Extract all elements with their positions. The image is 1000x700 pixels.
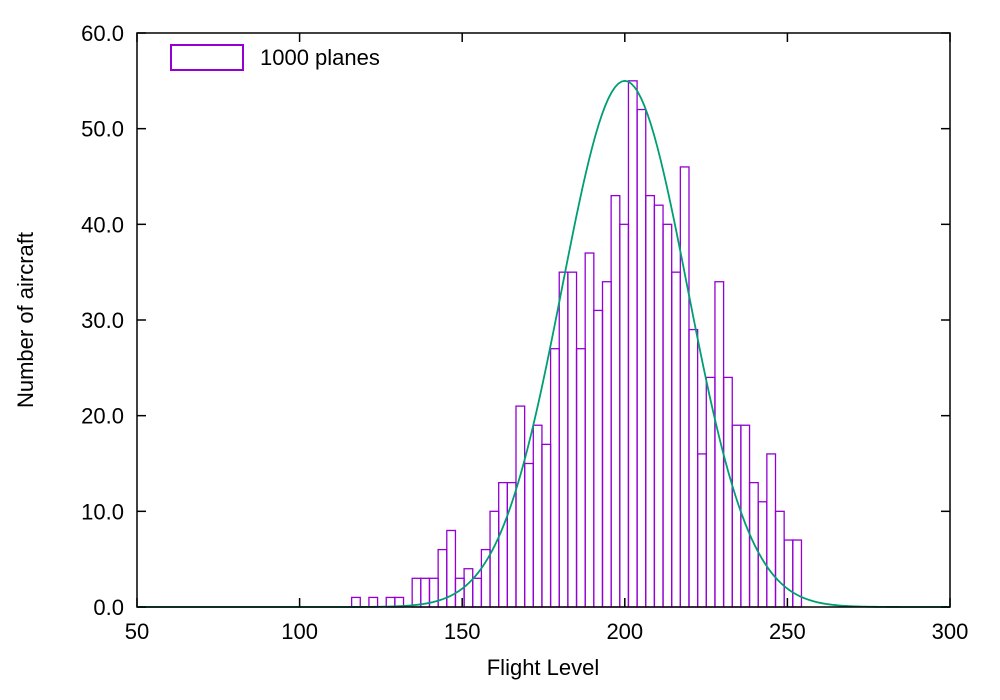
histogram-bars <box>350 80 803 608</box>
gaussian-curve <box>137 79 950 608</box>
histogram-bar <box>731 424 742 608</box>
histogram-bar <box>549 348 560 608</box>
histogram-bar <box>783 539 794 608</box>
legend-box-swatch <box>170 44 244 71</box>
histogram-bar <box>593 309 604 608</box>
histogram-bar <box>766 453 777 608</box>
legend-label: 1000 planes <box>260 44 380 70</box>
x-tick-label: 50 <box>125 619 149 644</box>
histogram-bar <box>472 577 483 608</box>
histogram-bar <box>774 510 785 608</box>
histogram-bar <box>463 568 474 608</box>
histogram-bar <box>627 80 638 608</box>
histogram-bar <box>610 194 621 608</box>
histogram-bar <box>696 453 707 608</box>
x-tick-label: 300 <box>932 619 969 644</box>
histogram-bar <box>368 596 379 608</box>
histogram-bar <box>515 405 526 608</box>
histogram-bar <box>688 328 699 608</box>
y-tick-label: 30.0 <box>81 308 124 333</box>
histogram-bar <box>671 271 681 608</box>
y-axis-label: Number of aircraft <box>13 231 38 409</box>
histogram-bar <box>584 252 595 608</box>
legend: 1000 planes <box>170 44 380 71</box>
x-tick-label: 250 <box>769 619 806 644</box>
histogram-bar <box>411 577 422 608</box>
x-tick-label: 150 <box>444 619 481 644</box>
histogram-bar <box>653 204 664 608</box>
histogram-bar <box>722 376 733 608</box>
histogram-bar <box>541 443 552 608</box>
histogram-bar <box>567 271 578 608</box>
histogram-bar <box>558 271 569 608</box>
y-tick-label: 50.0 <box>81 117 124 142</box>
histogram-bar <box>662 223 673 608</box>
histogram-bar <box>619 223 630 608</box>
histogram-bar <box>350 596 361 608</box>
histogram-bar <box>575 348 586 608</box>
x-tick-label: 200 <box>606 619 643 644</box>
histogram-bar <box>679 166 690 608</box>
y-tick-label: 60.0 <box>81 21 124 46</box>
histogram-bar <box>532 424 543 608</box>
histogram-bar <box>498 481 508 608</box>
y-tick-label: 10.0 <box>81 499 124 524</box>
histogram-bar <box>601 281 612 608</box>
y-tick-label: 20.0 <box>81 404 124 429</box>
y-tick-label: 0.0 <box>93 595 124 620</box>
histogram-bar <box>645 194 656 608</box>
histogram-bar <box>523 462 534 608</box>
histogram-bar <box>489 510 500 608</box>
axes-and-ticks: 50 100 150 200 250 300 0.0 10.0 20.0 30.0 40.0 50.0… <box>81 21 968 644</box>
x-axis-label: Flight Level <box>486 655 600 680</box>
x-tick-label: 100 <box>281 619 318 644</box>
plot-border <box>136 32 951 608</box>
histogram-bar <box>714 281 725 608</box>
histogram-bar <box>636 108 647 608</box>
gaussian-curve-path <box>137 79 950 608</box>
y-tick-label: 40.0 <box>81 212 124 237</box>
